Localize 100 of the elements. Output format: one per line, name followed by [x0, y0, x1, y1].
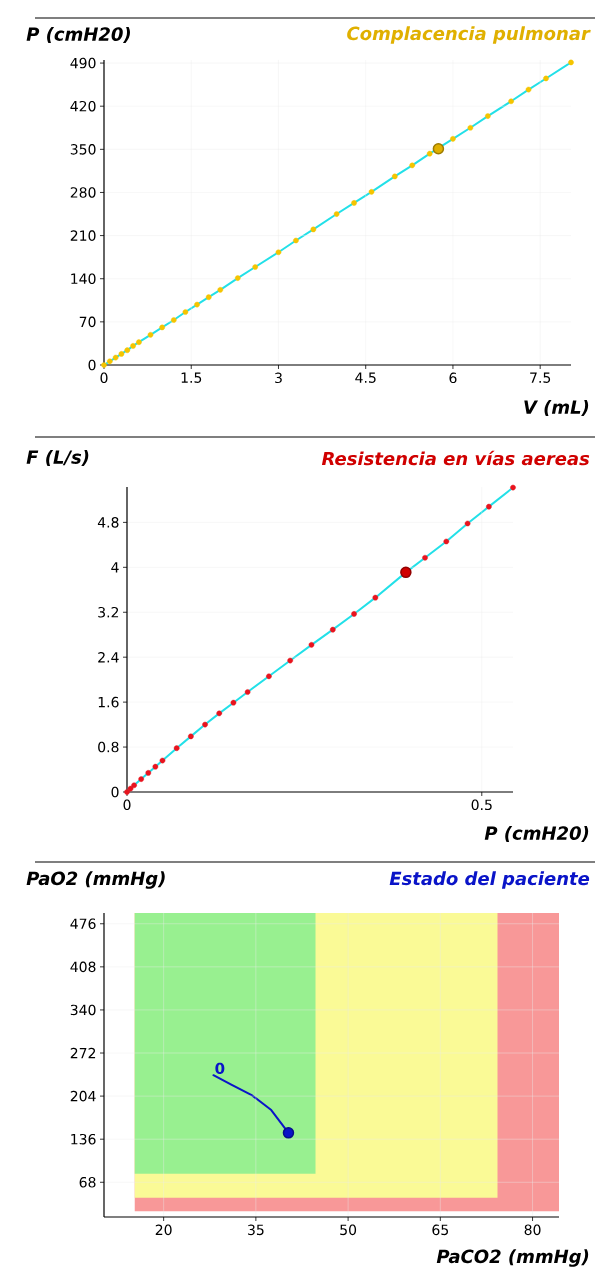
point — [372, 594, 379, 601]
y-tick-label: 3.2 — [98, 606, 119, 618]
x-tick-label: 4.5 — [355, 372, 376, 383]
point — [508, 98, 514, 105]
point — [510, 484, 516, 491]
y-tick-label: 0.8 — [98, 741, 119, 753]
point — [170, 317, 177, 323]
point — [467, 124, 474, 131]
point — [486, 503, 492, 510]
point — [152, 763, 159, 770]
point — [400, 566, 412, 579]
point — [205, 294, 212, 301]
x-tick-label: 20 — [155, 1224, 172, 1236]
y-tick-label: 476 — [70, 918, 96, 930]
chart-title: Complacencia pulmonar — [347, 26, 591, 44]
point — [443, 538, 450, 545]
point — [432, 142, 445, 155]
y-tick-label: 70 — [79, 316, 96, 328]
point — [422, 554, 428, 561]
point — [159, 757, 166, 764]
y-tick-label: 68 — [79, 1176, 96, 1188]
y-tick-label: 0 — [88, 359, 96, 371]
y-tick-label: 408 — [70, 961, 96, 973]
y-axis-title: PaO2 (mmHg) — [26, 871, 165, 889]
x-axis-title: V (mL) — [524, 399, 589, 416]
y-tick-label: 0 — [111, 786, 119, 798]
y-tick-label: 340 — [70, 1004, 96, 1016]
point — [188, 733, 194, 740]
y-tick-label: 490 — [70, 57, 96, 69]
point — [409, 162, 416, 169]
point — [107, 358, 113, 365]
x-tick-label: 35 — [248, 1224, 264, 1236]
x-axis-title: PaCO2 (mmHg) — [436, 1249, 589, 1267]
y-tick-label: 4.8 — [97, 517, 119, 528]
x-tick-label: 0.5 — [471, 799, 492, 811]
x-tick-label: 80 — [524, 1224, 541, 1236]
y-tick-label: 204 — [70, 1090, 96, 1102]
y-tick-label: 2.4 — [98, 651, 119, 663]
point — [118, 351, 125, 357]
point — [244, 689, 251, 695]
y-tick-label: 420 — [70, 100, 96, 112]
point — [147, 332, 154, 338]
point — [368, 189, 375, 195]
point — [217, 287, 224, 293]
point — [234, 275, 241, 281]
point — [101, 362, 107, 368]
point — [194, 301, 200, 308]
point — [351, 200, 357, 206]
y-tick-label: 280 — [70, 187, 96, 198]
x-tick-label: 6 — [449, 372, 457, 384]
point — [173, 745, 180, 751]
x-tick-label: 65 — [432, 1224, 449, 1236]
point — [310, 226, 317, 233]
point — [391, 173, 398, 180]
point — [138, 776, 144, 782]
y-tick-label: 1.6 — [98, 696, 119, 708]
point — [525, 86, 532, 93]
point — [450, 136, 456, 142]
y-tick-label: 4 — [111, 562, 119, 573]
y-axis-title: P (cmH20) — [26, 26, 130, 43]
point — [485, 113, 491, 119]
point — [464, 520, 471, 527]
point — [252, 264, 259, 270]
y-tick-label: 140 — [71, 273, 96, 285]
point — [124, 789, 130, 795]
y-axis-title: F (L/s) — [26, 449, 89, 466]
point — [329, 626, 336, 633]
point — [351, 611, 357, 617]
y-tick-label: 272 — [70, 1047, 96, 1059]
point — [124, 347, 131, 353]
point — [333, 211, 340, 217]
point — [159, 324, 165, 331]
point — [543, 75, 549, 82]
chart-title: Estado del paciente — [389, 871, 590, 889]
point — [287, 657, 293, 664]
y-tick-label: 210 — [70, 230, 96, 241]
point — [136, 339, 142, 345]
point — [202, 721, 208, 728]
y-tick-label: 350 — [70, 144, 96, 155]
chart-title: Resistencia en vías aereas — [321, 450, 590, 466]
x-tick-label: 50 — [340, 1224, 357, 1236]
point — [230, 699, 237, 706]
point — [145, 770, 152, 776]
x-tick-label: 7.5 — [530, 372, 551, 383]
point — [275, 249, 282, 256]
point — [216, 710, 223, 717]
point — [127, 785, 134, 792]
annotation: 0 — [215, 1062, 225, 1074]
point — [266, 673, 272, 680]
point — [426, 150, 433, 157]
x-tick-label: 3 — [275, 372, 282, 384]
y-tick-label: 136 — [71, 1133, 96, 1145]
point — [112, 354, 119, 361]
point — [568, 59, 574, 66]
point — [308, 642, 315, 648]
point — [293, 237, 299, 244]
x-tick-label: 1.5 — [181, 372, 202, 383]
x-axis-title: P (cmH20) — [484, 825, 589, 842]
point — [182, 309, 189, 315]
point — [131, 782, 137, 789]
